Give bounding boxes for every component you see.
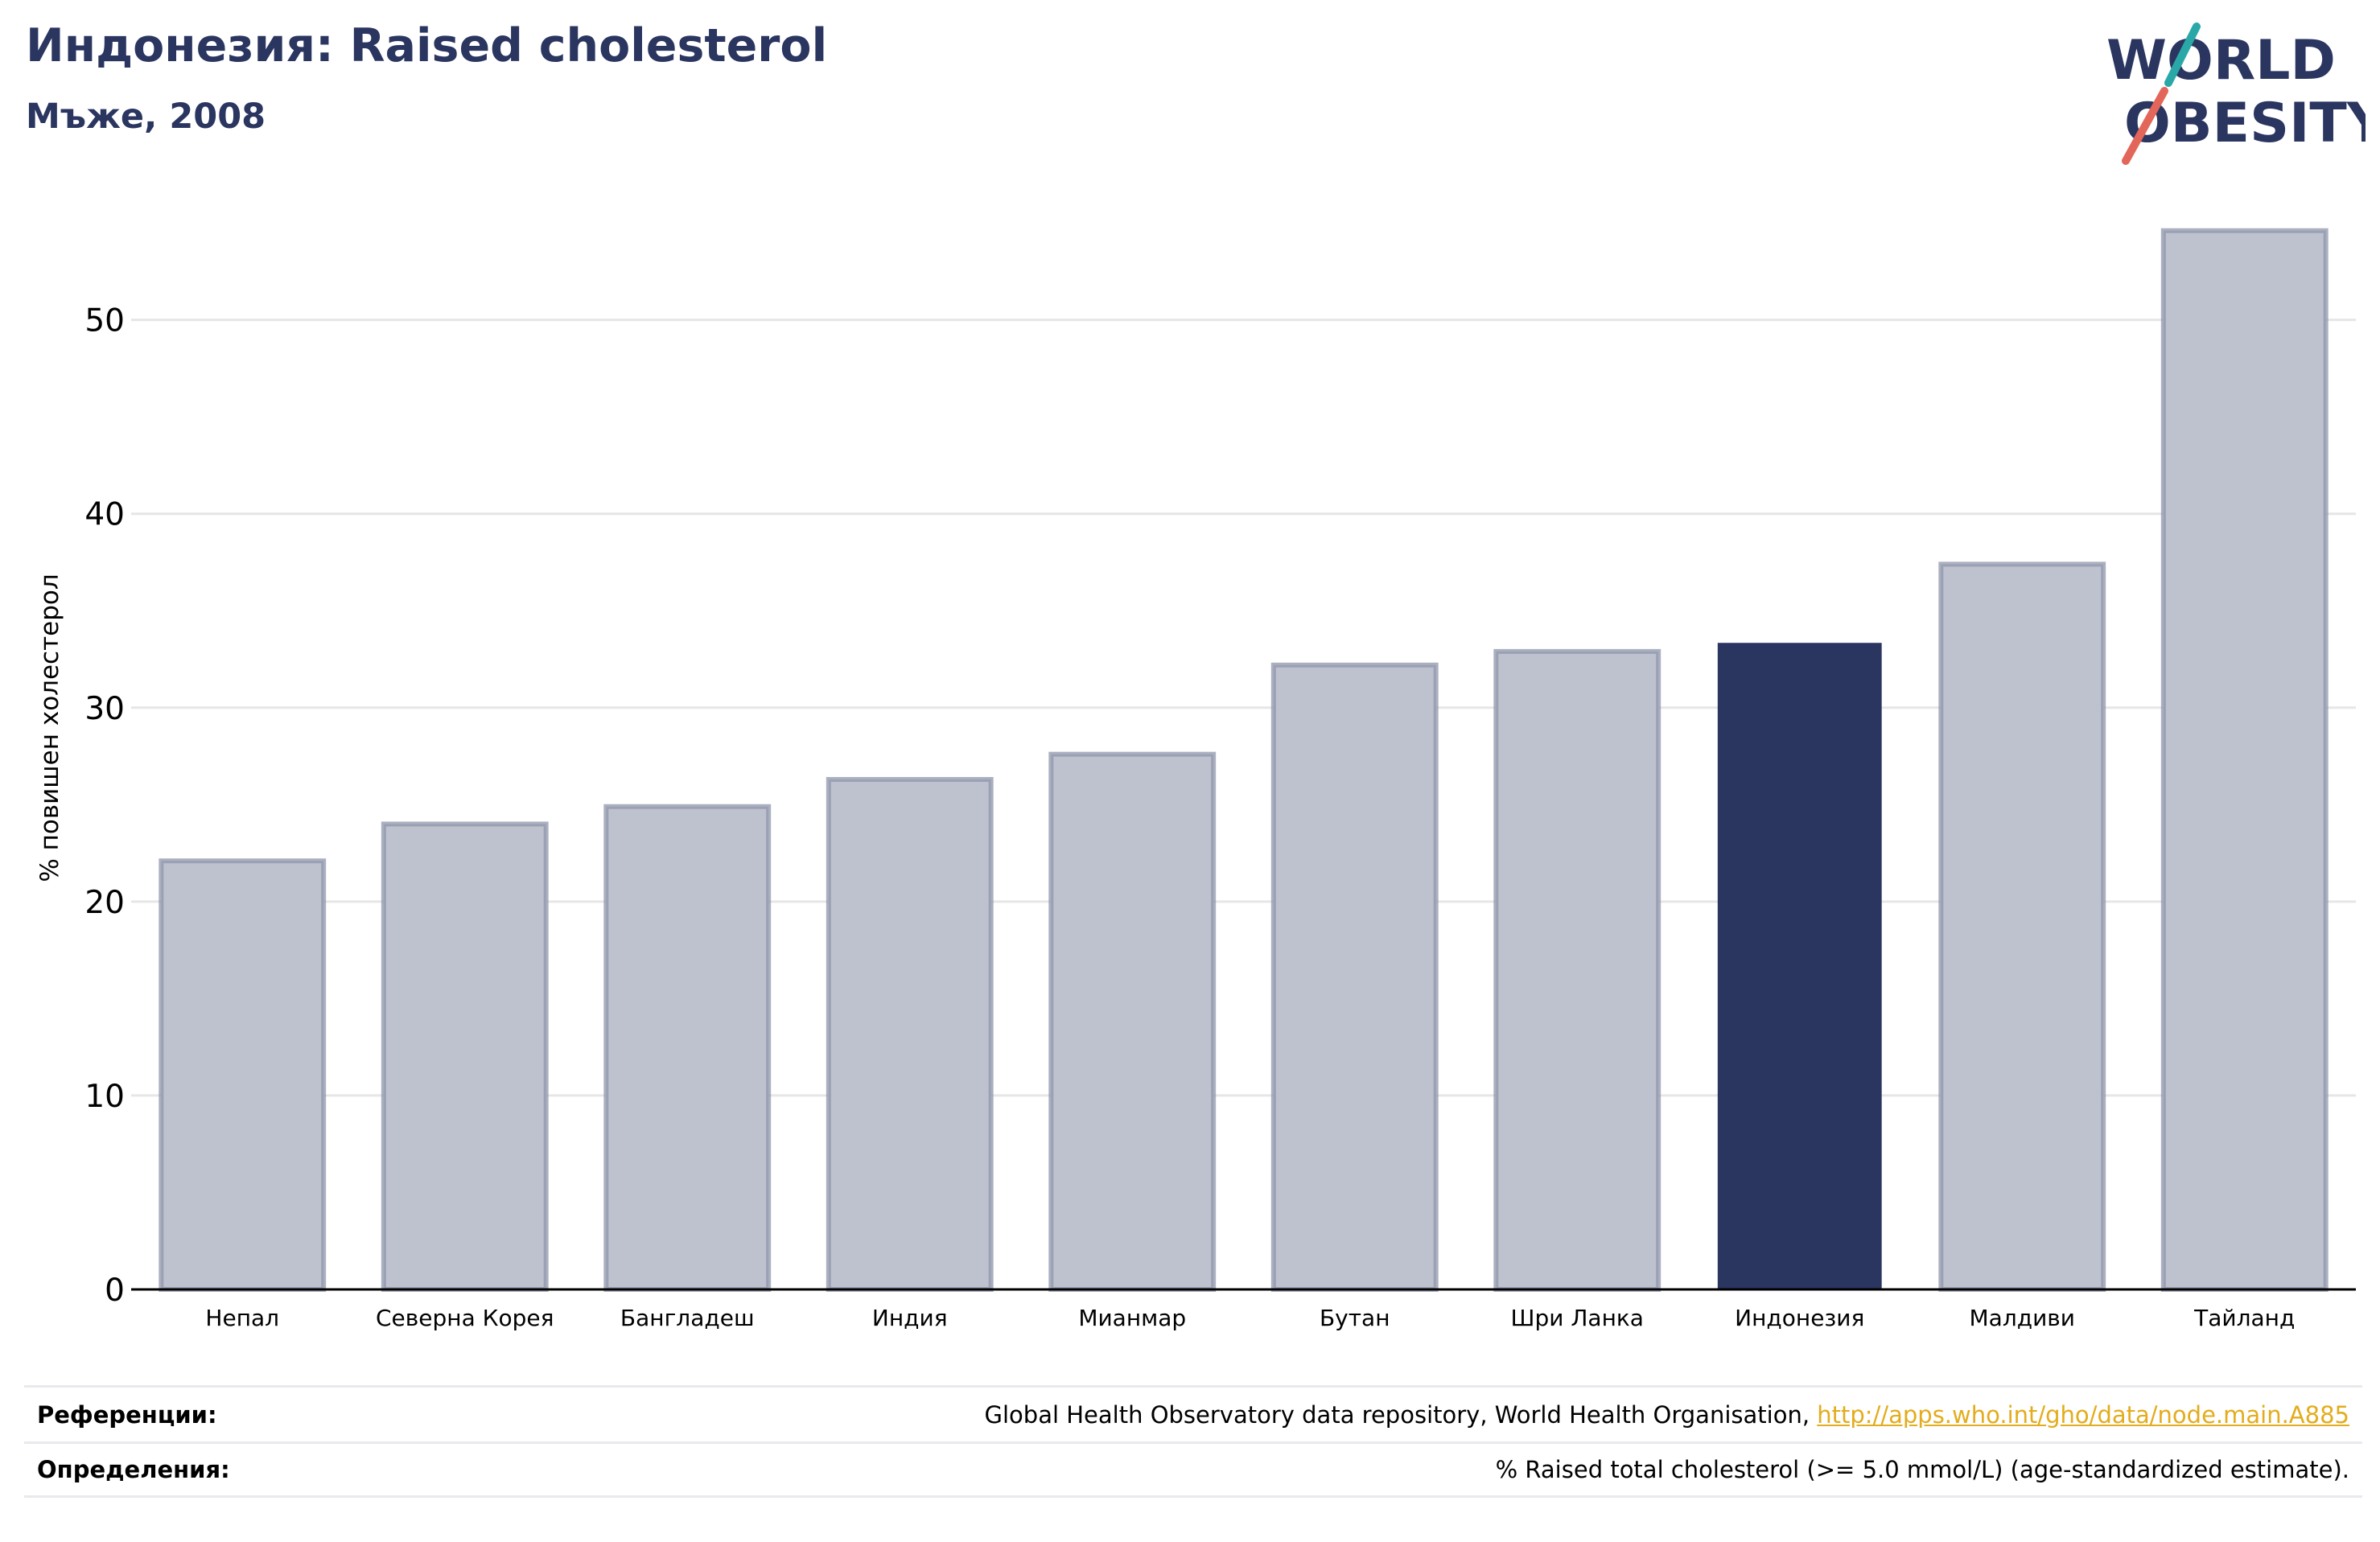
y-tick-label: 50 xyxy=(84,303,125,339)
world-obesity-logo: WORLD OBESITY xyxy=(2106,23,2366,165)
x-tick-label: Северна Корея xyxy=(376,1305,554,1331)
y-tick-label: 30 xyxy=(84,691,125,727)
x-tick-label: Мианмар xyxy=(1078,1305,1186,1331)
x-tick-label: Бангладеш xyxy=(620,1305,755,1331)
references-row: Референции: Global Health Observatory da… xyxy=(24,1385,2362,1441)
y-tick-label: 40 xyxy=(84,497,125,533)
x-tick-label: Бутан xyxy=(1320,1305,1390,1331)
bar-8 xyxy=(1717,643,1882,1290)
bar-10 xyxy=(2160,228,2329,1292)
y-axis-label: % повишен холестерол xyxy=(35,574,64,882)
chart-subtitle: Мъже, 2008 xyxy=(26,97,266,137)
logo-slash-red xyxy=(2122,87,2168,165)
definitions-text: % Raised total cholesterol (>= 5.0 mmol/… xyxy=(1495,1456,2349,1483)
bar-3 xyxy=(603,804,772,1292)
x-tick-label: Непал xyxy=(205,1305,279,1331)
bars xyxy=(159,228,2329,1293)
x-tick-label: Малдиви xyxy=(1970,1305,2075,1331)
bar-5 xyxy=(1048,751,1217,1292)
references-label: Референции: xyxy=(37,1400,217,1429)
x-tick-label: Тайланд xyxy=(2193,1305,2295,1331)
x-tick-labels: Непал Северна Корея Бангладеш Индия Мианмар Б… xyxy=(205,1305,2295,1331)
y-tick-labels: 0 10 20 30 40 50 xyxy=(84,303,125,1309)
definitions-label: Определения: xyxy=(37,1456,230,1483)
bar-7 xyxy=(1493,648,1661,1292)
footer: Референции: Global Health Observatory da… xyxy=(24,1385,2362,1498)
y-tick-label: 20 xyxy=(84,885,125,921)
x-tick-label: Индия xyxy=(872,1305,948,1331)
y-tick-label: 0 xyxy=(105,1273,125,1309)
chart-title: Индонезия: Raised cholesterol xyxy=(26,19,828,72)
y-tick-label: 10 xyxy=(84,1079,125,1115)
references-text: Global Health Observatory data repositor… xyxy=(984,1400,1818,1429)
logo-slash-teal xyxy=(2164,23,2201,87)
bar-6 xyxy=(1270,662,1439,1292)
bar-chart: 0 10 20 30 40 50 Непал Северна Корея Бангладеш И… xyxy=(35,228,2356,1331)
bar-9 xyxy=(1938,561,2106,1292)
bar-4 xyxy=(826,776,994,1292)
references-link[interactable]: http://apps.who.int/gho/data/node.main.A… xyxy=(1817,1400,2349,1429)
references-value: Global Health Observatory data repositor… xyxy=(985,1401,2349,1429)
bar-1 xyxy=(159,858,327,1293)
x-tick-label: Индонезия xyxy=(1735,1305,1864,1331)
logo-word-world: WORLD xyxy=(2106,29,2336,93)
x-tick-label: Шри Ланка xyxy=(1511,1305,1644,1331)
definitions-row: Определения: % Raised total cholesterol … xyxy=(24,1441,2362,1498)
bar-2 xyxy=(381,821,549,1292)
logo-word-obesity: OBESITY xyxy=(2124,92,2366,155)
